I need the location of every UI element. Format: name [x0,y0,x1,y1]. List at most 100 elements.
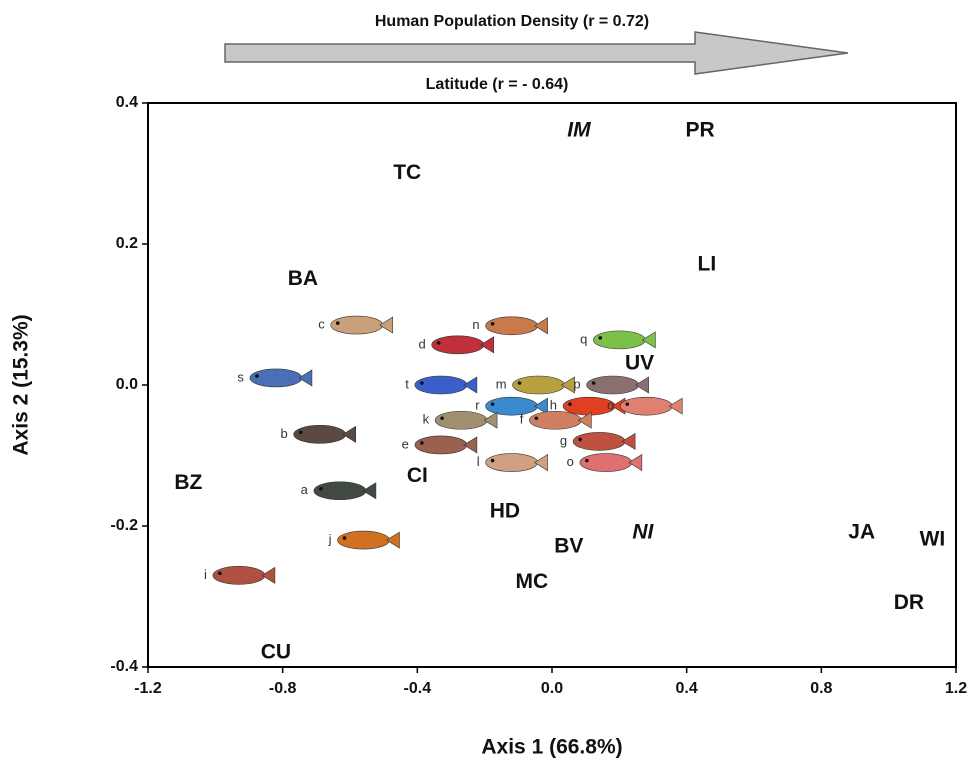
y-tick-label: 0.4 [116,94,138,111]
site-label: PR [686,119,715,142]
species-label: a [301,482,309,497]
fish-body [579,453,633,472]
fish-tail [534,397,548,415]
site-label: IM [567,119,591,142]
y-tick-label: -0.2 [110,517,138,534]
site-label: MC [515,570,548,593]
fish [212,566,276,585]
species-label: g [560,433,567,448]
fish [485,396,548,416]
fish-tail [534,317,548,335]
species-label: l [477,454,480,469]
fish-eye [598,336,603,340]
species-label: s [237,369,244,384]
site-label: DR [894,591,924,614]
fish-eye [568,402,572,406]
species-label: o [607,398,614,413]
fish-body [337,530,390,550]
fish-tail [483,411,498,429]
annotation: Latitude (r = - 0.64) [426,76,569,93]
fish-tail [463,436,478,454]
species-label: b [280,426,287,441]
x-tick-label: -0.8 [269,680,297,697]
fish-eye [578,437,582,442]
fish-tail [641,331,656,349]
site-label: CU [261,640,291,663]
species-label: h [550,398,557,413]
species-label: j [328,532,332,547]
fish [512,375,575,395]
fish [572,432,636,451]
fish-eye [319,486,323,491]
fish-eye [534,416,539,421]
fish-eye [490,321,495,326]
fish [414,375,478,395]
fish [485,453,548,472]
fish-eye [342,536,347,540]
fish [434,410,498,430]
fish-eye [625,402,630,406]
site-label: HD [490,499,520,522]
x-tick-label: -0.4 [404,680,432,697]
fish-eye [335,321,340,325]
site-label: BV [554,535,583,558]
species-label: i [204,567,207,582]
site-label: JA [848,521,875,544]
fish [485,316,548,336]
fish-eye [298,430,303,435]
fish-body [586,375,639,395]
fish-body [485,453,538,472]
fish-body [212,566,266,585]
fish-tail [628,454,643,472]
fish-tail [379,316,394,334]
fish [619,396,683,416]
fish [249,368,313,388]
species-label: e [402,436,409,451]
site-label: NI [632,521,654,544]
x-axis-label: Axis 1 (66.8%) [481,736,622,759]
fish-tail [560,376,575,394]
fish-tail [261,566,276,584]
species-label: c [318,317,325,332]
fish-body [249,368,303,388]
species-label: r [475,398,480,413]
x-tick-label: -1.2 [134,680,162,697]
annotation: Human Population Density (r = 0.72) [375,13,649,30]
fish [293,425,357,444]
species-label: k [423,412,430,427]
fish-eye [591,381,596,385]
x-tick-label: 0.0 [541,680,563,697]
fish-body [619,396,673,416]
fish-body [330,315,384,335]
x-tick-label: 0.4 [676,680,698,697]
fish-tail [635,376,649,394]
fish-body [313,481,367,501]
fish [562,396,626,416]
fish-tail [463,376,478,394]
species-label: m [496,376,507,391]
fish [593,330,656,350]
fish-eye [218,571,222,576]
species-label: p [573,376,580,391]
fish [414,435,478,455]
y-tick-label: -0.4 [110,658,138,675]
fish [529,410,592,430]
fish-tail [298,369,313,387]
species-label: d [418,336,425,351]
fish [579,453,643,472]
fish-body [512,375,565,395]
fish-eye [440,416,444,421]
site-label: CI [407,464,428,487]
fish-tail [362,482,377,500]
y-axis-label: Axis 2 (15.3%) [10,314,33,455]
fish-eye [517,381,522,385]
fish-body [293,425,347,444]
fish-tail [577,411,592,429]
fish-body [529,410,582,430]
species-label: t [405,376,409,391]
fish-eye [420,441,424,445]
fish-body [414,375,468,395]
site-label: LI [698,253,717,276]
arrow [224,31,849,75]
